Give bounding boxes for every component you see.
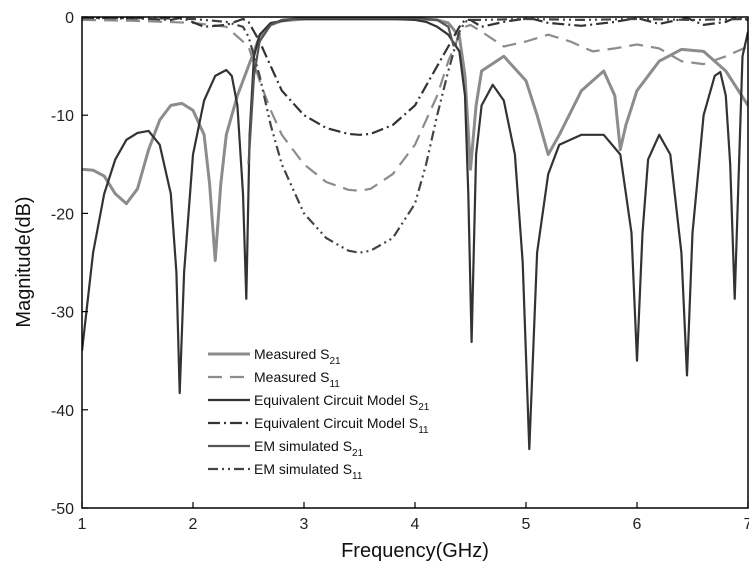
legend-label-1: Measured S11 — [254, 369, 340, 390]
x-tick-label: 6 — [633, 516, 642, 533]
x-tick-label: 7 — [744, 516, 749, 533]
y-axis-title: Magnitude(dB) — [13, 196, 35, 327]
legend-label-0: Measured S21 — [254, 346, 341, 367]
y-tick-label: -50 — [51, 501, 74, 518]
y-ticks: 0 -10 -20 -30 -40 -50 — [51, 10, 88, 518]
legend-label-4: EM simulated S21 — [254, 438, 364, 459]
x-tick-label: 4 — [411, 516, 420, 533]
series-line-4 — [247, 17, 455, 165]
y-tick-label: -40 — [51, 403, 74, 420]
legend-label-2: Equivalent Circuit Model S21 — [254, 392, 430, 413]
plot-frame — [81, 16, 749, 509]
series-line-2 — [82, 17, 748, 451]
y-tick-label: -10 — [51, 108, 74, 125]
x-tick-label: 1 — [78, 516, 87, 533]
y-tick-label: -20 — [51, 206, 74, 223]
x-ticks: 1 2 3 4 5 6 7 — [78, 502, 749, 533]
y-tick-label: 0 — [65, 10, 74, 27]
x-axis-title: Frequency(GHz) — [341, 540, 489, 562]
series-line-5 — [82, 17, 748, 254]
series-group — [82, 17, 748, 451]
legend-label-5: EM simulated S11 — [254, 461, 363, 482]
legend-label-3: Equivalent Circuit Model S11 — [254, 415, 429, 436]
x-tick-label: 2 — [189, 516, 198, 533]
series-line-0 — [82, 17, 748, 262]
series-line-3 — [82, 17, 748, 136]
x-tick-label: 3 — [300, 516, 309, 533]
y-tick-label: -30 — [51, 305, 74, 322]
x-tick-label: 5 — [522, 516, 531, 533]
